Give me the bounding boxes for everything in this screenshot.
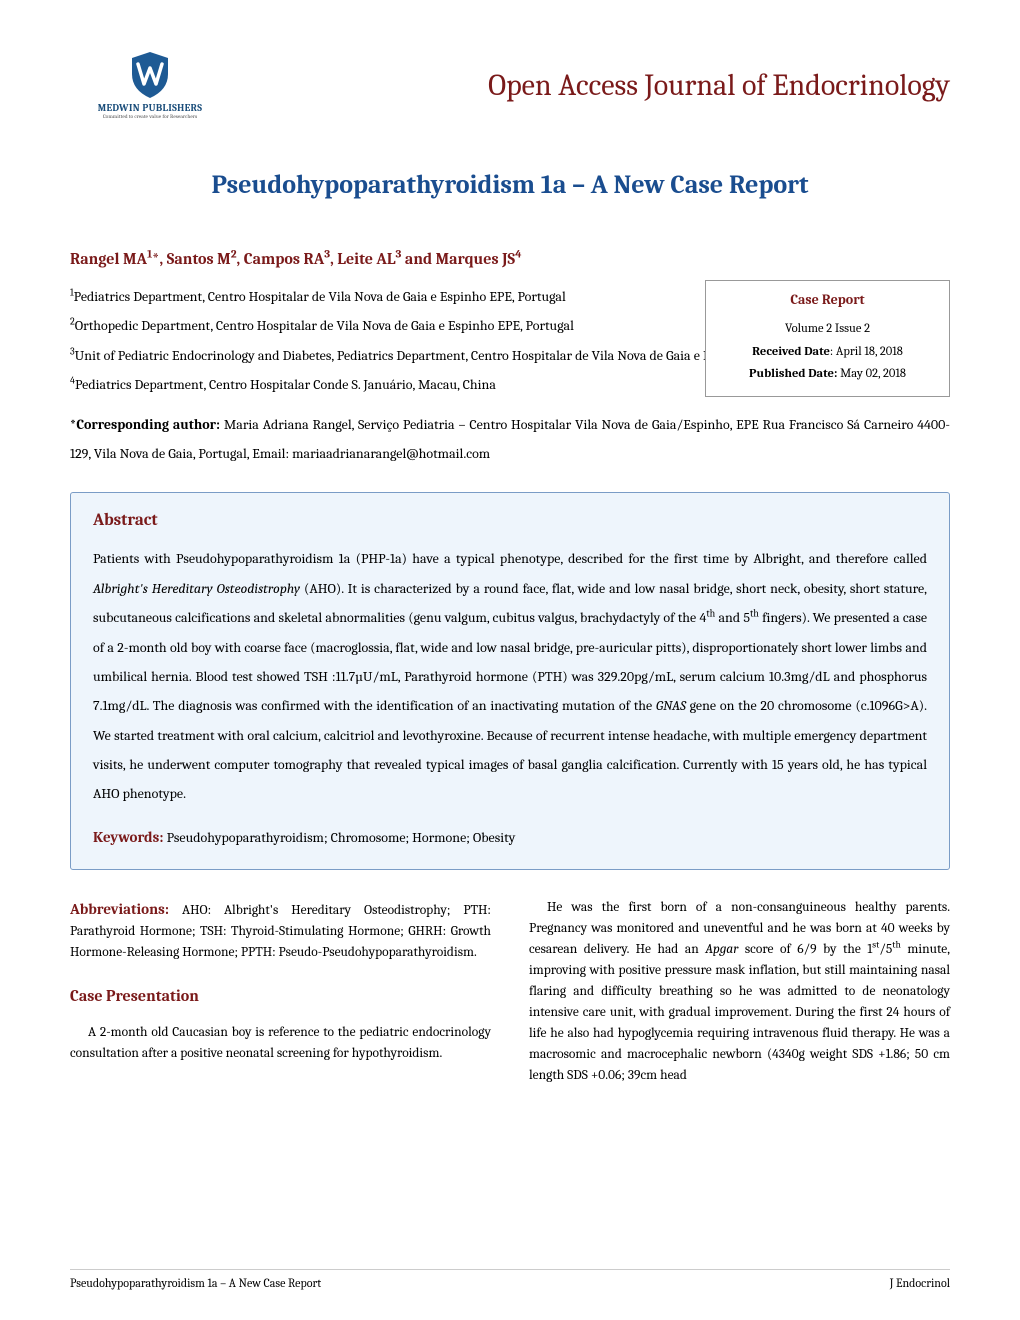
abbreviations-block: Abbreviations: AHO: Albright's Hereditar… [70, 898, 491, 964]
abstract-text: Patients with Pseudohypoparathyroidism 1… [93, 544, 927, 809]
keywords-line: Keywords: Pseudohypoparathyroidism; Chro… [93, 823, 927, 852]
page-header: MEDWIN PUBLISHERS Committed to create va… [70, 50, 950, 120]
publisher-logo: MEDWIN PUBLISHERS Committed to create va… [70, 50, 230, 120]
journal-title: Open Access Journal of Endocrinology [230, 68, 950, 103]
shield-icon [128, 50, 172, 100]
affiliation-2: 2Orthopedic Department, Centro Hospitala… [70, 311, 670, 340]
page-footer: Pseudohypoparathyroidism 1a – A New Case… [70, 1269, 950, 1290]
case-paragraph-1: A 2-month old Caucasian boy is reference… [70, 1023, 491, 1065]
footer-left: Pseudohypoparathyroidism 1a – A New Case… [70, 1276, 321, 1290]
case-paragraph-2: He was the first born of a non-consangui… [529, 898, 950, 1086]
left-column: Abbreviations: AHO: Albright's Hereditar… [70, 898, 491, 1086]
abbreviations-label: Abbreviations: [70, 900, 169, 918]
article-title: Pseudohypoparathyroidism 1a – A New Case… [70, 170, 950, 200]
article-info-box: Case Report Volume 2 Issue 2 Received Da… [705, 280, 950, 397]
authors-section: Rangel MA1*, Santos M2, Campos RA3, Leit… [70, 250, 950, 468]
article-type: Case Report [720, 291, 935, 308]
publisher-name: MEDWIN PUBLISHERS [98, 102, 203, 114]
keywords-label: Keywords: [93, 828, 163, 846]
abstract-heading: Abstract [93, 511, 927, 530]
published-date: Published Date: May 02, 2018 [720, 363, 935, 386]
received-date: Received Date: April 18, 2018 [720, 341, 935, 364]
body-columns: Abbreviations: AHO: Albright's Hereditar… [70, 898, 950, 1086]
abstract-box: Abstract Patients with Pseudohypoparathy… [70, 492, 950, 870]
corresponding-author: *Corresponding author: Maria Adriana Ran… [70, 410, 950, 469]
authors-line: Rangel MA1*, Santos M2, Campos RA3, Leit… [70, 250, 950, 268]
case-presentation-heading: Case Presentation [70, 984, 491, 1009]
keywords-text: Pseudohypoparathyroidism; Chromosome; Ho… [163, 829, 515, 846]
affiliation-1: 1Pediatrics Department, Centro Hospitala… [70, 282, 670, 311]
publisher-tagline: Committed to create value for Researcher… [103, 114, 197, 120]
volume-issue: Volume 2 Issue 2 [720, 318, 935, 341]
footer-right: J Endocrinol [890, 1276, 950, 1290]
right-column: He was the first born of a non-consangui… [529, 898, 950, 1086]
